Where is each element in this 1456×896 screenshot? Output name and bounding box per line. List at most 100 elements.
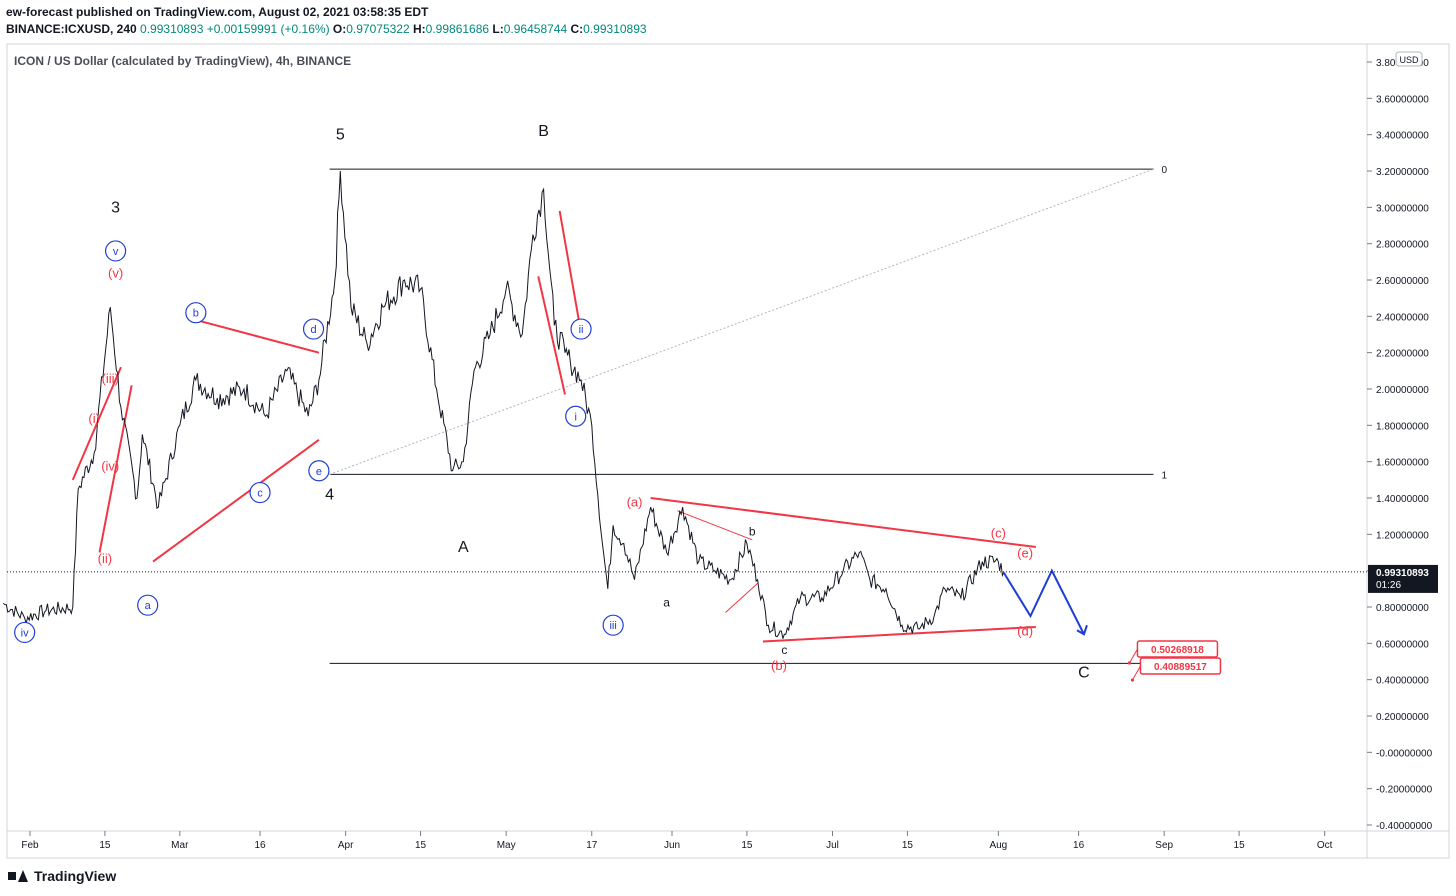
price-tick-label: 0.40000000 [1376,676,1429,687]
wave-labels: 35 B4ACvivabcdeiiiiii(v)(iii)(i)(iv)(ii)(… [14,123,1090,681]
wave-label-circle: c [257,488,263,500]
projection-arrowhead [1076,624,1088,636]
chart-title: ICON / US Dollar (calculated by TradingV… [14,54,351,68]
wave-label: (d) [1017,624,1033,639]
trend-line [71,366,122,481]
wave-label-circle: iv [21,627,29,639]
trend-line [98,385,133,553]
tradingview-logo-icon [8,870,28,882]
price-tick-label: 2.20000000 [1376,349,1429,360]
trend-line [762,625,1036,643]
time-tick-label: May [497,840,516,851]
wave-circle [249,481,271,504]
price-tick-label: 1.40000000 [1376,494,1429,505]
trend-line [725,583,758,613]
wave-label-circle: d [310,324,316,336]
price-tick-label: 1.20000000 [1376,530,1429,541]
wave-circle [185,302,207,324]
last-price-timer: 01:26 [1376,580,1401,591]
time-axis[interactable]: Feb 15 Mar 16 Apr 15 May 17 Jun 15 Jul 15 Aug 16 Sep 15… [21,831,1333,851]
trend-line [650,497,1036,549]
projection-path[interactable] [1002,568,1088,636]
fib-level-label: 0 [1162,165,1168,176]
price-series [3,170,1005,639]
price-tick-label: 2.80000000 [1376,240,1429,251]
time-tick-label: Feb [21,840,39,851]
wave-circle [570,318,592,340]
time-tick-label: Oct [1317,840,1333,851]
symbol-info: BINANCE:ICXUSD, 240 0.99310893 +0.001599… [6,22,647,36]
wave-label: 4 [325,486,334,503]
projection-line [1002,568,1085,635]
wave-label: B [538,123,549,140]
trend-line [152,439,320,563]
wave-circle [302,318,325,340]
time-tick-label: Sep [1155,840,1173,851]
price-tick-label: 2.60000000 [1376,276,1429,287]
price-tick-label: 0.60000000 [1376,639,1429,650]
wave-label-circle: iii [609,620,616,632]
wave-circle [602,614,624,636]
time-tick-label: 16 [1073,840,1085,851]
time-tick-label: 15 [1234,840,1246,851]
wave-label-circle: b [193,308,199,320]
price-box-connector [1129,648,1138,664]
trend-line [677,510,753,541]
time-tick-label: 15 [741,840,753,851]
wave-circle [565,405,587,427]
time-tick-label: 16 [254,840,266,851]
brand-footer[interactable]: TradingView [8,868,116,884]
wave-circle [14,621,36,644]
wave-label: (iii) [102,371,119,386]
time-tick-label: Aug [989,840,1007,851]
time-tick-label: Apr [338,840,354,851]
wave-circle [137,594,159,616]
time-tick-label: 15 [415,840,427,851]
price-tick-label: 2.40000000 [1376,312,1429,323]
time-tick-label: Jun [664,840,680,851]
wave-circle [308,460,330,482]
price-axis[interactable]: 3.800000003.600000003.400000003.20000000… [1367,58,1433,832]
wave-label: A [458,539,469,556]
fib-extension[interactable]: 011.618 [329,165,1187,670]
price-tick-label: 3.40000000 [1376,131,1429,142]
wave-label: C [1078,664,1090,681]
price-tick-label: -0.40000000 [1376,821,1433,832]
currency-badge[interactable] [1395,51,1423,67]
wave-label: (i) [88,411,100,426]
wave-label: (c) [991,526,1006,541]
wave-label: 5 [336,127,345,144]
last-price-value: 0.99310893 [1376,568,1429,579]
wave-label: (a) [627,495,643,510]
price-boxes[interactable]: 0.50268918 0.40889517 [1127,640,1222,682]
time-tick-label: Mar [171,840,189,851]
wave-label: 3 [111,199,120,216]
price-line [3,170,1005,639]
time-tick-label: 15 [99,840,111,851]
price-tick-label: 0.20000000 [1376,712,1429,723]
wave-label-circle: i [574,411,576,423]
wave-label: c [781,643,787,657]
wave-circle [104,240,127,262]
trend-line [537,276,566,395]
price-tick-label: 0.80000000 [1376,603,1429,614]
wave-label: (ii) [98,551,112,566]
last-price-tag [1368,564,1438,593]
price-tick-label: 3.00000000 [1376,203,1429,214]
price-tick-label: 1.60000000 [1376,458,1429,469]
price-tick-label: 3.20000000 [1376,167,1429,178]
price-tick-label: 1.80000000 [1376,421,1429,432]
trend-lines[interactable] [71,210,1036,643]
trend-line [558,210,583,333]
fib-trend-line [329,168,1154,475]
wave-label: (iv) [101,458,119,473]
price-box-connector [1132,665,1141,681]
wave-label-circle: e [316,466,322,478]
time-tick-label: 15 [902,840,914,851]
wave-label: (b) [771,658,787,673]
wave-label: (v) [108,266,123,281]
price-tick-label: -0.20000000 [1376,785,1433,796]
time-tick-label: 17 [586,840,598,851]
